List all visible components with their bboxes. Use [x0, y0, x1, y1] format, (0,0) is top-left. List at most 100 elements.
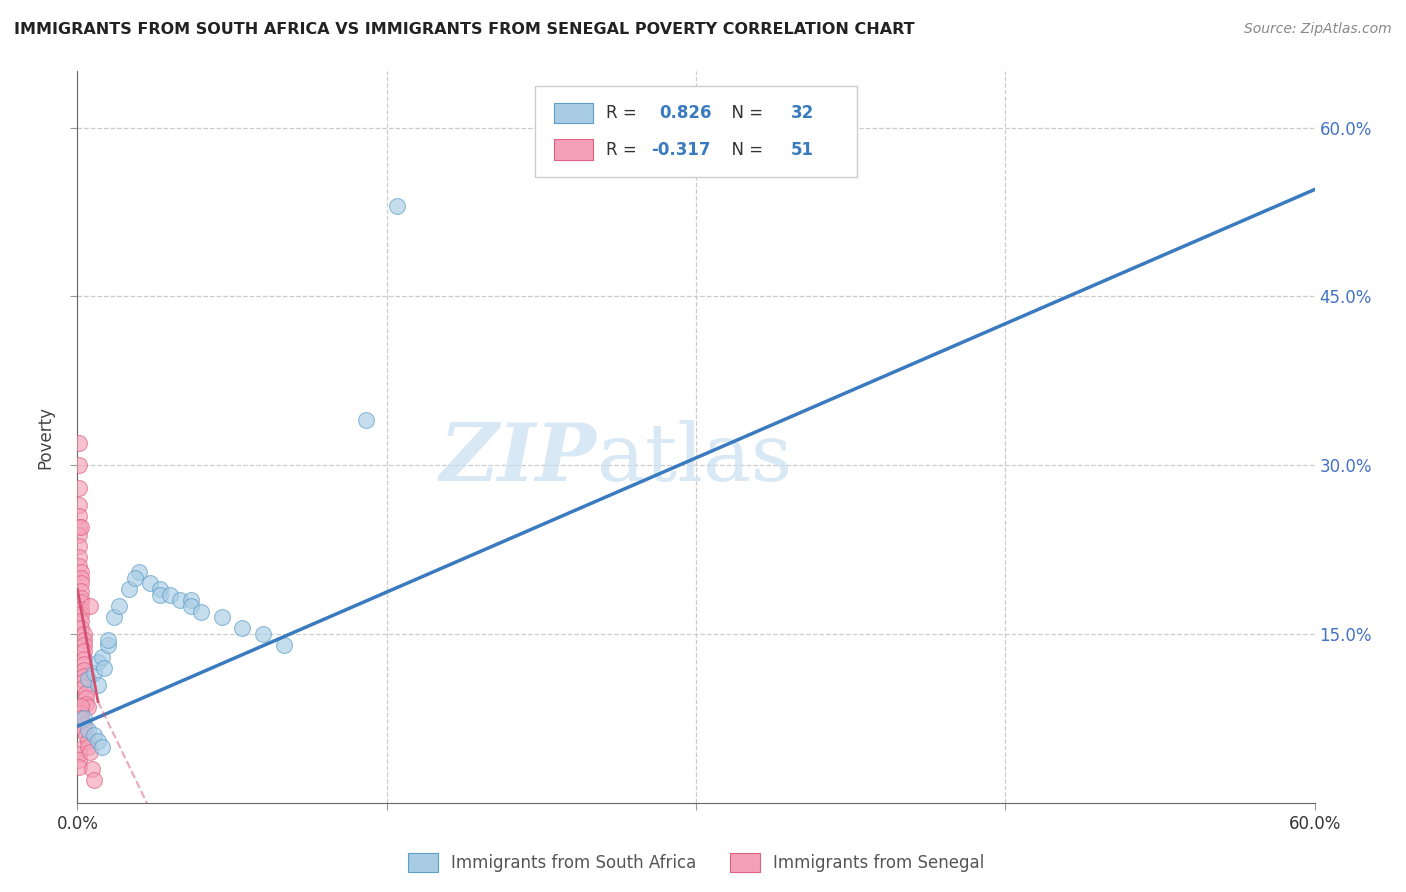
Point	[211, 610, 233, 624]
Point	[169, 593, 191, 607]
Point	[72, 652, 94, 666]
Point	[70, 621, 93, 635]
FancyBboxPatch shape	[554, 103, 593, 123]
Text: IMMIGRANTS FROM SOUTH AFRICA VS IMMIGRANTS FROM SENEGAL POVERTY CORRELATION CHAR: IMMIGRANTS FROM SOUTH AFRICA VS IMMIGRAN…	[14, 22, 915, 37]
Text: N =: N =	[721, 141, 768, 159]
Point	[138, 576, 160, 591]
Point	[70, 614, 93, 628]
Point	[93, 661, 115, 675]
Point	[70, 706, 93, 720]
Text: 0.826: 0.826	[659, 104, 711, 122]
Text: Source: ZipAtlas.com: Source: ZipAtlas.com	[1244, 22, 1392, 37]
Point	[273, 638, 295, 652]
Point	[72, 711, 94, 725]
Point	[75, 697, 97, 711]
Point	[149, 582, 172, 596]
Point	[72, 663, 94, 677]
Point	[149, 588, 172, 602]
Point	[83, 728, 105, 742]
Point	[91, 739, 114, 754]
Point	[354, 413, 377, 427]
Point	[79, 599, 101, 613]
Point	[67, 559, 90, 574]
Point	[67, 747, 90, 762]
Point	[72, 674, 94, 689]
Point	[67, 528, 90, 542]
Point	[118, 582, 141, 596]
Point	[87, 734, 110, 748]
Point	[67, 435, 90, 450]
Point	[70, 584, 93, 599]
Point	[72, 638, 94, 652]
Point	[80, 762, 103, 776]
Point	[72, 723, 94, 737]
Point	[180, 599, 202, 613]
Point	[70, 595, 93, 609]
Point	[97, 638, 120, 652]
Point	[91, 649, 114, 664]
Text: R =: R =	[606, 104, 641, 122]
Point	[72, 644, 94, 658]
Point	[70, 565, 93, 579]
Point	[67, 458, 90, 473]
Text: -0.317: -0.317	[651, 141, 711, 159]
Point	[72, 627, 94, 641]
Point	[67, 481, 90, 495]
Point	[72, 717, 94, 731]
Point	[67, 760, 90, 774]
Point	[87, 655, 110, 669]
Point	[72, 668, 94, 682]
Point	[72, 632, 94, 647]
Point	[67, 498, 90, 512]
Point	[70, 602, 93, 616]
Point	[87, 678, 110, 692]
Point	[97, 632, 120, 647]
Point	[190, 605, 212, 619]
Point	[67, 539, 90, 553]
Point	[70, 607, 93, 621]
Legend: Immigrants from South Africa, Immigrants from Senegal: Immigrants from South Africa, Immigrants…	[401, 846, 991, 879]
Point	[159, 588, 181, 602]
Point	[67, 741, 90, 756]
Point	[385, 199, 408, 213]
Point	[70, 571, 93, 585]
Point	[124, 571, 146, 585]
Point	[70, 591, 93, 605]
Text: 51: 51	[792, 141, 814, 159]
Point	[252, 627, 274, 641]
Point	[76, 739, 98, 754]
Point	[72, 680, 94, 694]
Point	[75, 728, 97, 742]
Point	[67, 550, 90, 565]
Point	[67, 508, 90, 523]
Point	[103, 610, 125, 624]
Point	[75, 685, 97, 699]
Point	[83, 666, 105, 681]
Point	[128, 565, 150, 579]
Point	[76, 723, 98, 737]
Point	[70, 576, 93, 591]
Point	[72, 657, 94, 672]
Text: N =: N =	[721, 104, 768, 122]
Point	[231, 621, 253, 635]
Text: atlas: atlas	[598, 420, 792, 498]
Point	[70, 520, 93, 534]
Point	[76, 672, 98, 686]
Text: R =: R =	[606, 141, 641, 159]
FancyBboxPatch shape	[536, 86, 856, 178]
Point	[180, 593, 202, 607]
Point	[67, 753, 90, 767]
Point	[79, 745, 101, 759]
Point	[107, 599, 129, 613]
Point	[76, 734, 98, 748]
Y-axis label: Poverty: Poverty	[37, 406, 55, 468]
Point	[75, 691, 97, 706]
Point	[76, 700, 98, 714]
Text: ZIP: ZIP	[440, 420, 598, 498]
Text: 32: 32	[792, 104, 814, 122]
Point	[67, 520, 90, 534]
Point	[70, 699, 93, 714]
Point	[70, 711, 93, 725]
FancyBboxPatch shape	[554, 139, 593, 160]
Point	[83, 773, 105, 788]
